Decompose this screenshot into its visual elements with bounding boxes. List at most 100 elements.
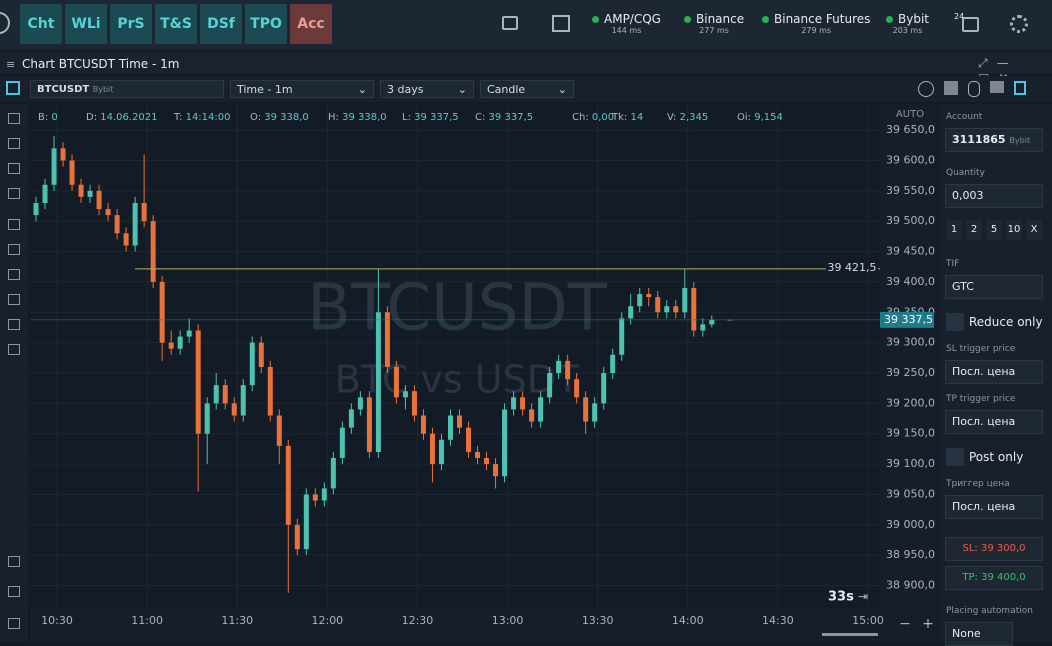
- tool-icon[interactable]: [8, 163, 20, 174]
- candle-timer: 33s: [828, 590, 854, 605]
- zoom-in[interactable]: +: [922, 616, 934, 632]
- y-tick-label: 39 450,0: [886, 245, 935, 258]
- lock-icon[interactable]: [502, 16, 518, 30]
- quick-button[interactable]: 10: [1006, 220, 1022, 240]
- tool-icon[interactable]: [8, 219, 20, 230]
- candle-body: [447, 415, 453, 440]
- nav-button[interactable]: DSf: [200, 4, 242, 44]
- reduce-only-checkbox[interactable]: [946, 313, 964, 331]
- candle-body: [574, 379, 580, 398]
- latency: 277 ms: [699, 26, 729, 35]
- candle-body: [150, 221, 156, 282]
- nav-button[interactable]: Cht: [20, 4, 62, 44]
- quick-button[interactable]: 1: [946, 220, 962, 240]
- sl-trigger[interactable]: Посл. цена: [945, 360, 1043, 384]
- trigger[interactable]: Посл. цена: [945, 495, 1043, 519]
- candle-body: [195, 330, 201, 434]
- candle-body: [159, 281, 165, 343]
- quantity[interactable]: 0,003: [945, 184, 1043, 208]
- symbol-select[interactable]: BTCUSDT Bybit: [30, 80, 224, 98]
- sl-button[interactable]: SL: 39 300,0: [945, 537, 1043, 561]
- tif[interactable]: GTC: [945, 275, 1043, 299]
- tool-icon[interactable]: [8, 319, 20, 330]
- tp-trigger[interactable]: Посл. цена: [945, 410, 1043, 434]
- tool-icon[interactable]: [8, 618, 20, 629]
- tool-icon[interactable]: [8, 138, 20, 149]
- period-select[interactable]: 3 days ⌄: [380, 80, 474, 98]
- tool-icon[interactable]: [990, 81, 1004, 93]
- candle-body: [204, 403, 210, 434]
- connection[interactable]: Binance Futures 279 ms: [762, 12, 870, 35]
- layout-icon[interactable]: [552, 15, 570, 32]
- connection[interactable]: Binance 277 ms: [684, 12, 744, 35]
- y-tick-label: 39 400,0: [886, 275, 935, 288]
- candle-body: [123, 233, 129, 246]
- candle-body: [384, 312, 390, 367]
- menu-icon[interactable]: ≡: [6, 58, 16, 71]
- auto-scale[interactable]: AUTO: [896, 109, 924, 120]
- zoom-out[interactable]: −: [899, 616, 911, 632]
- tool-icon[interactable]: [8, 188, 20, 199]
- tool-icon[interactable]: [944, 81, 958, 95]
- tool-icon[interactable]: [8, 269, 20, 280]
- messages-icon[interactable]: [962, 17, 979, 32]
- nav-button[interactable]: T&S: [155, 4, 197, 44]
- nav-button[interactable]: WLi: [65, 4, 107, 44]
- tool-icon[interactable]: [8, 556, 20, 567]
- tool-icon[interactable]: [8, 294, 20, 305]
- connection[interactable]: Bybit 203 ms: [886, 12, 929, 35]
- candle-body: [420, 415, 426, 434]
- info-label: C:: [475, 112, 486, 123]
- quick-button[interactable]: 2: [966, 220, 982, 240]
- candle-body: [583, 397, 589, 422]
- tool-icon[interactable]: [8, 586, 20, 597]
- scroll-end[interactable]: ⇥: [858, 590, 868, 604]
- post-only-checkbox[interactable]: [946, 448, 964, 466]
- tp-button[interactable]: TP: 39 400,0: [945, 566, 1043, 590]
- nav-button[interactable]: PrS: [110, 4, 152, 44]
- candle-body: [493, 464, 499, 477]
- candle-body: [87, 190, 93, 197]
- tool-icon[interactable]: [8, 344, 20, 355]
- connection-name: Binance: [684, 12, 744, 26]
- tool-icon[interactable]: [1014, 81, 1026, 95]
- info-value: 39 337,5: [414, 112, 459, 123]
- candle-body: [303, 494, 309, 550]
- info-label: H:: [328, 112, 339, 123]
- style-select[interactable]: Candle ⌄: [480, 80, 574, 98]
- trigger-label: Триггер цена: [946, 479, 1010, 489]
- time-axis: [30, 608, 940, 642]
- tool-icon[interactable]: [8, 113, 20, 124]
- candle-body: [529, 409, 535, 422]
- quick-button[interactable]: 5: [986, 220, 1002, 240]
- nav-button[interactable]: Acc: [290, 4, 332, 44]
- y-tick-label: 39 600,0: [886, 153, 935, 166]
- timeframe-select[interactable]: Time - 1m ⌄: [230, 80, 374, 98]
- y-tick-label: 39 300,0: [886, 336, 935, 349]
- nav-button[interactable]: TPO: [245, 4, 287, 44]
- candle-body: [610, 354, 616, 374]
- account[interactable]: 3111865 Bybit: [945, 128, 1043, 152]
- account-exchange: Bybit: [1009, 136, 1031, 145]
- scrollbar[interactable]: [822, 633, 878, 636]
- automation[interactable]: None: [945, 622, 1013, 646]
- timeframe: Time - 1m: [237, 83, 293, 96]
- info-item: V: 2,345: [667, 112, 708, 123]
- left-toolbar: [0, 104, 28, 642]
- x-tick-label: 15:00: [852, 614, 884, 627]
- symbol: BTCUSDT: [37, 84, 90, 95]
- panel-toggle[interactable]: [6, 81, 20, 95]
- candle-body: [213, 385, 219, 404]
- candle-body: [646, 294, 652, 298]
- tool-icon[interactable]: [8, 244, 20, 255]
- candle-body: [601, 373, 607, 404]
- quick-button[interactable]: X: [1026, 220, 1042, 240]
- x-tick-label: 13:00: [492, 614, 524, 627]
- candle-body: [393, 366, 399, 398]
- settings-icon[interactable]: [1010, 15, 1028, 33]
- connection-label: Bybit: [898, 12, 929, 26]
- connection[interactable]: AMP/CQG 144 ms: [592, 12, 661, 35]
- tool-icon[interactable]: [918, 81, 934, 97]
- tool-icon[interactable]: [968, 81, 980, 97]
